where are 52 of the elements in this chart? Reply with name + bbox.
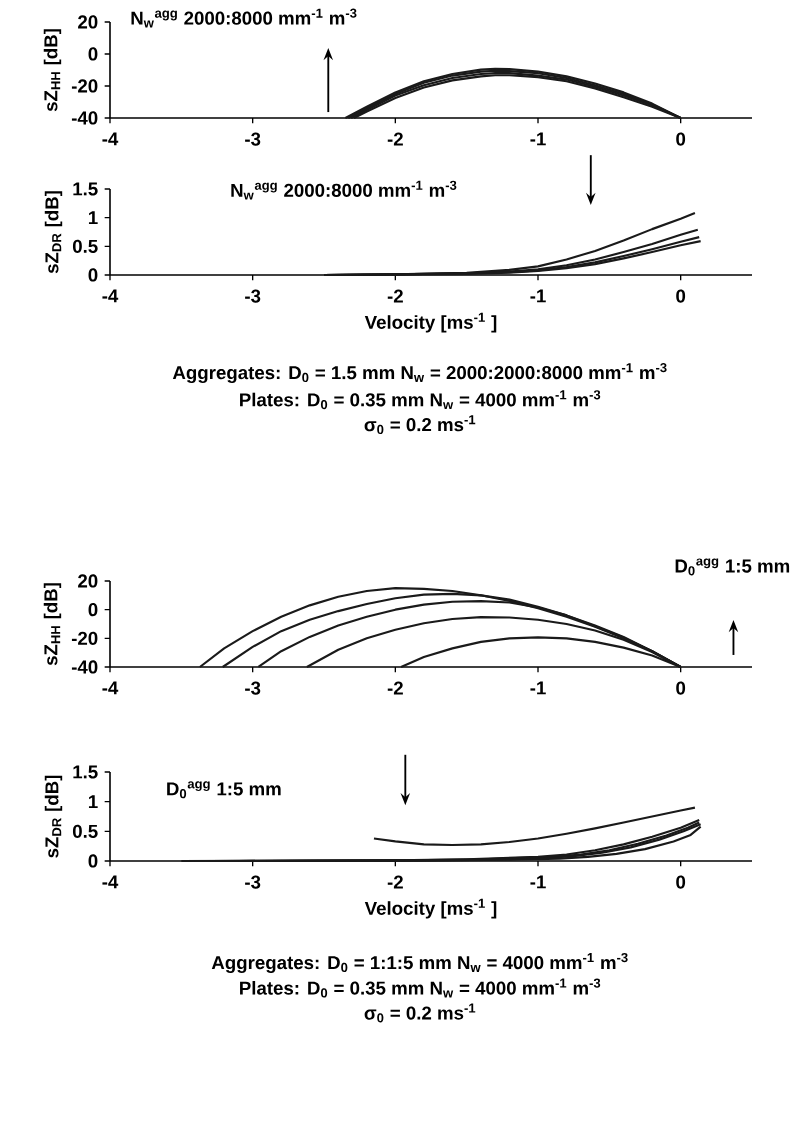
text: σ$_{0}$ = 0.2 ms$^{-1}$ (364, 1003, 476, 1023)
x-tick-label: -1 (530, 132, 546, 146)
text: Plates: D$_{0}$ = 0.35 mm N$_{w}$ = 4000 mm$^{-1}$ m$^{-3}$ (240, 978, 601, 998)
y-axis-title: sZ$_{DR}$ [dB] (44, 775, 63, 858)
text: σ$_{0}$ = 0.2 ms$^{-1}$ (364, 415, 476, 435)
y-tick-label: 0.5 (72, 239, 98, 253)
x-tick-label: -3 (245, 289, 261, 303)
x-tick-label: -3 (245, 875, 261, 889)
y-tick-label: 0 (88, 603, 98, 617)
y-tick-label: 0 (88, 47, 98, 61)
y-tick-label: -20 (71, 631, 98, 645)
x-tick-label: 0 (676, 289, 686, 303)
x-tick-label: 0 (676, 875, 686, 889)
x-tick-label: -1 (530, 681, 546, 695)
x-tick-label: -3 (245, 132, 261, 146)
y-tick-label: 0 (88, 268, 98, 282)
y-tick-label: 20 (78, 574, 98, 588)
x-tick-label: -2 (387, 289, 403, 303)
text: Plates: D$_{0}$ = 0.35 mm N$_{w}$ = 4000 mm$^{-1}$ m$^{-3}$ (240, 390, 601, 410)
x-tick-label: -4 (102, 875, 119, 889)
y-tick-label: 0 (88, 854, 98, 868)
x-axis-title: Velocity [ms$^{-1}$ ] (364, 898, 497, 919)
annotation: N$_{w}$$^{agg}$ 2000:8000 mm$^{-1}$ m$^{-3}$ (231, 180, 457, 200)
x-tick-label: -2 (387, 132, 403, 146)
y-axis-title: sZ$_{HH}$ [dB] (43, 583, 62, 666)
y-tick-label: 1.5 (73, 765, 98, 779)
x-tick-label: -4 (102, 681, 119, 695)
x-tick-label: -4 (102, 289, 119, 303)
y-tick-label: 20 (78, 15, 98, 29)
x-tick-label: -2 (387, 681, 403, 695)
x-tick-label: -4 (102, 132, 119, 146)
text: Aggregates: D$_{0}$ = 1.5 mm N$_{w}$ = 2000:2000:8000 mm$^{-1}$ m$^{-3}$ (172, 363, 667, 384)
text: Aggregates: D$_{0}$ = 1:1:5 mm N$_{w}$ = 4000 mm$^{-1}$ m$^{-3}$ (211, 952, 628, 974)
x-tick-label: -1 (530, 289, 546, 303)
x-tick-label: 0 (676, 132, 686, 146)
y-tick-label: 1 (88, 211, 98, 225)
y-axis-title: sZ$_{HH}$ [dB] (43, 29, 62, 112)
y-tick-label: 1 (88, 795, 98, 809)
annotation: N$_{w}$$^{agg}$ 2000:8000 mm$^{-1}$ m$^{-3}$ (131, 8, 357, 28)
y-tick-label: -40 (71, 111, 98, 125)
x-axis-title: Velocity [ms$^{-1}$ ] (364, 312, 497, 333)
text: D$_{0}$$^{agg}$ 1:5 mm (675, 558, 790, 576)
y-tick-label: 1.5 (73, 182, 98, 196)
x-tick-label: -1 (530, 875, 546, 889)
y-tick-label: 0.5 (72, 824, 98, 838)
x-tick-label: -2 (387, 875, 403, 889)
annotation: D$_{0}$$^{agg}$ 1:5 mm (167, 781, 281, 799)
y-tick-label: -20 (71, 79, 98, 93)
y-tick-label: -40 (71, 660, 98, 674)
x-tick-label: -3 (245, 681, 261, 695)
y-axis-title: sZ$_{DR}$ [dB] (44, 191, 63, 274)
x-tick-label: 0 (676, 681, 686, 695)
